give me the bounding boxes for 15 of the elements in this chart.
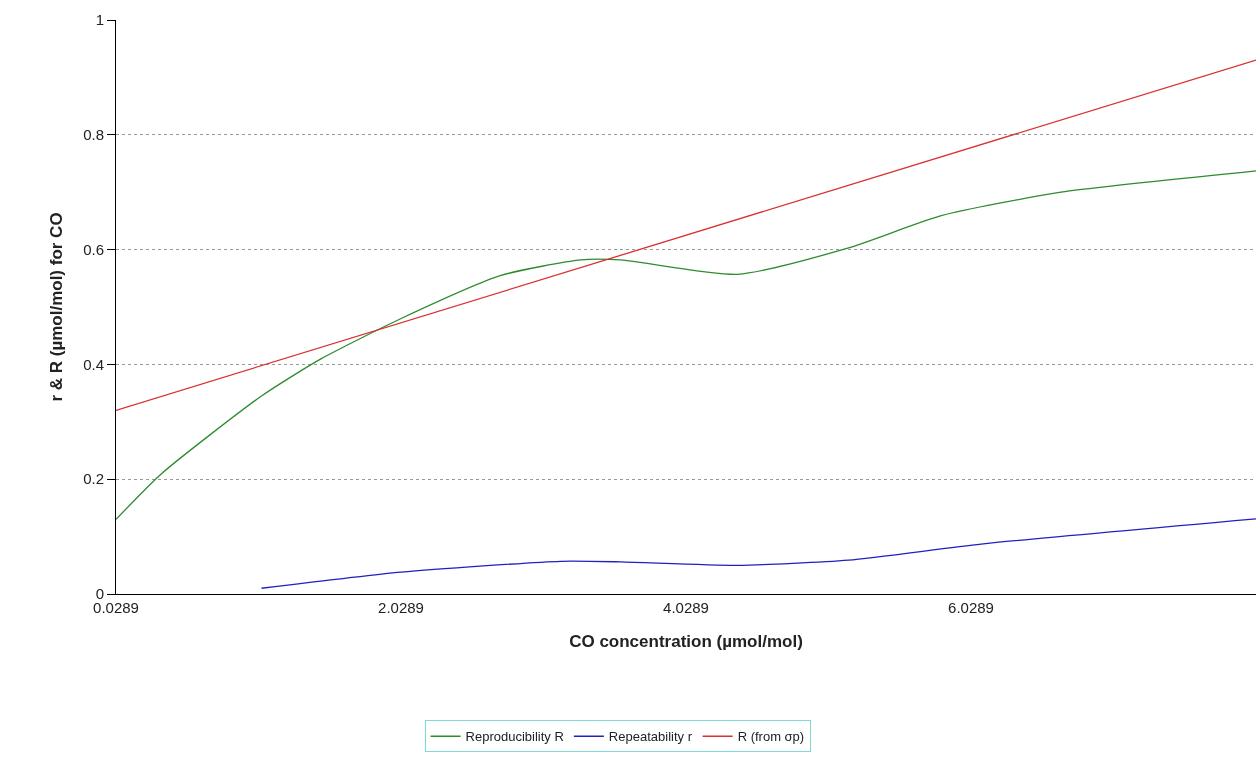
y-tick-label: 0.6 (83, 240, 104, 258)
y-tick-label: 0.2 (83, 470, 104, 488)
x-axis-title: CO concentration (µmol/mol) (569, 632, 803, 652)
x-tick-label: 4.0289 (663, 599, 709, 616)
y-tick-label: 0.4 (83, 355, 104, 373)
line-series (116, 170, 1256, 521)
legend-label: Repeatability r (608, 729, 693, 745)
legend-label: R (from σp) (737, 729, 805, 745)
y-axis-title: r & R (µmol/mol) for CO (46, 212, 66, 402)
x-tick-label: 2.0289 (378, 599, 424, 616)
line-series (260, 518, 1256, 589)
y-tick-label: 0.8 (83, 126, 104, 144)
y-tick-label: 1 (95, 11, 104, 29)
x-tick-label: 6.0289 (948, 599, 994, 616)
legend-label: Reproducibility R (465, 729, 564, 745)
